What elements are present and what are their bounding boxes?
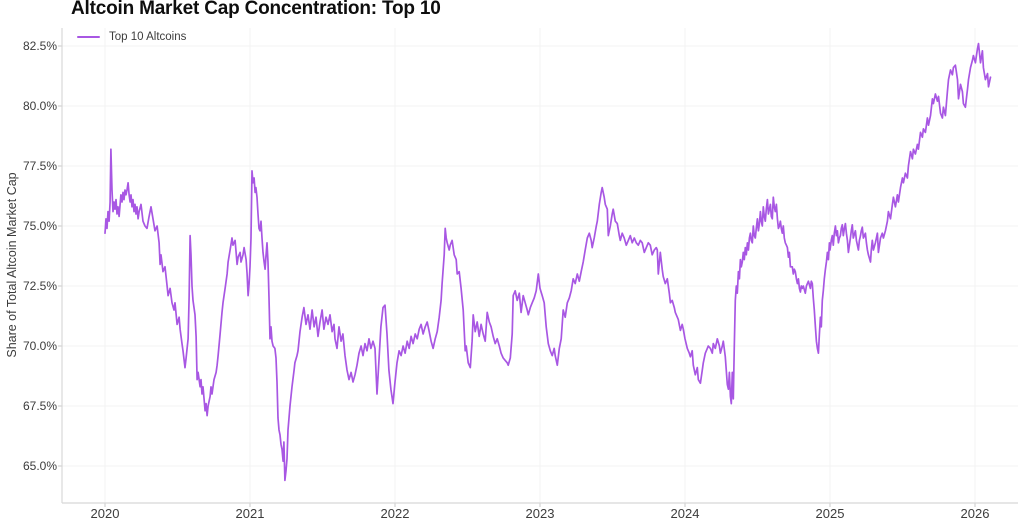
x-tick-label: 2024 <box>670 506 700 521</box>
x-tick-label: 2021 <box>235 506 265 521</box>
y-tick-label: 80.0% <box>22 99 57 113</box>
x-tick-label: 2025 <box>815 506 845 521</box>
y-tick-label: 67.5% <box>22 399 57 413</box>
x-tick-label: 2022 <box>380 506 410 521</box>
y-tick-label: 77.5% <box>22 159 57 173</box>
y-tick-label: 75.0% <box>22 219 57 233</box>
y-axis-title: Share of Total Altcoin Market Cap <box>5 172 19 358</box>
chart-title: Altcoin Market Cap Concentration: Top 10 <box>71 0 441 19</box>
y-tick-label: 65.0% <box>22 459 57 473</box>
legend-label: Top 10 Altcoins <box>109 31 187 43</box>
x-tick-label: 2026 <box>960 506 990 521</box>
series-line <box>104 42 992 482</box>
plot-area <box>58 28 1018 507</box>
legend: Top 10 Altcoins <box>77 31 186 43</box>
y-tick-label: 70.0% <box>22 339 57 353</box>
legend-line-swatch <box>77 35 100 39</box>
x-tick-label: 2020 <box>90 506 120 521</box>
y-tick-label: 72.5% <box>22 279 57 293</box>
y-tick-label: 82.5% <box>22 39 57 53</box>
x-tick-label: 2023 <box>525 506 555 521</box>
